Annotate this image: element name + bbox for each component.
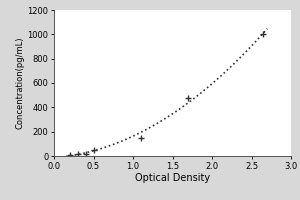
Y-axis label: Concentration(pg/mL): Concentration(pg/mL) <box>16 37 25 129</box>
X-axis label: Optical Density: Optical Density <box>135 173 210 183</box>
